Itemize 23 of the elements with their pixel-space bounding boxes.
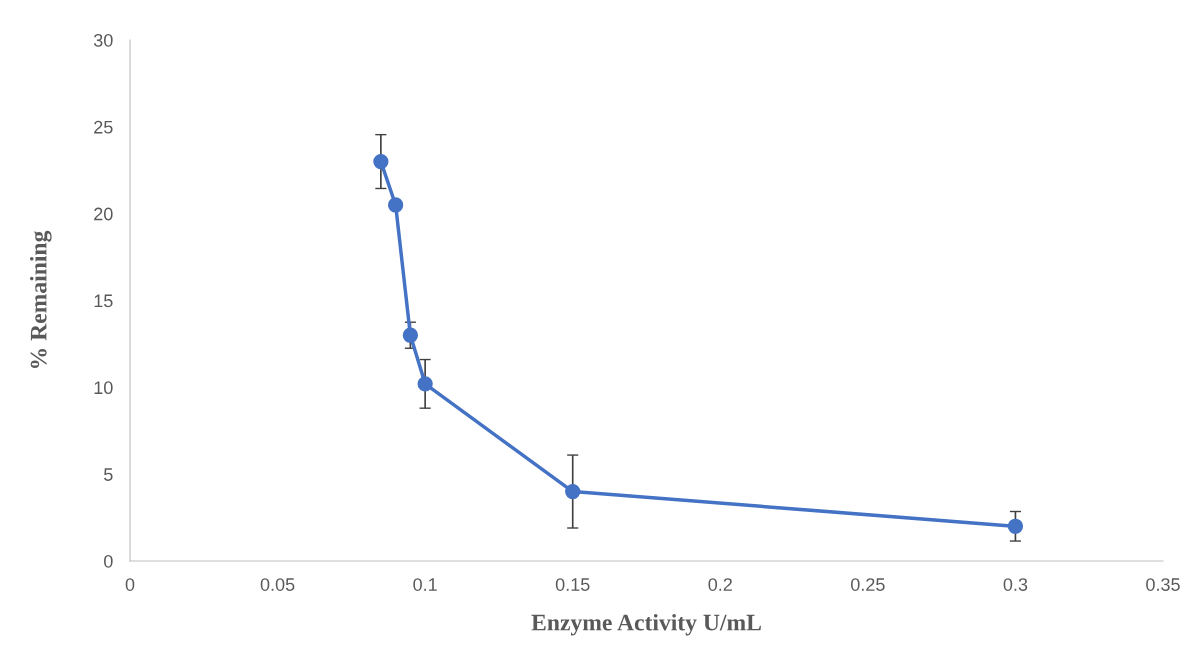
x-tick-label: 0.1: [413, 578, 437, 591]
point: [1007, 518, 1024, 534]
x-axis-title: Enzyme Activity U/mL: [531, 613, 761, 636]
x-tick-label: 0.3: [1003, 578, 1028, 591]
point: [417, 376, 433, 392]
point: [565, 483, 581, 500]
point: [402, 327, 419, 343]
y-tick-label: 0: [104, 554, 113, 568]
y-axis-title: % Remaining: [29, 230, 52, 368]
x-tick-label: 0.05: [260, 578, 295, 591]
y-tick-label: 30: [93, 33, 113, 47]
y-tick-label: 15: [94, 294, 113, 308]
x-tick-label: 0.15: [555, 578, 590, 591]
y-tick-label: 5: [104, 468, 113, 481]
y-tick-label: 10: [94, 381, 113, 395]
x-tick-label: 0.35: [1146, 578, 1180, 591]
y-tick-label: 20: [94, 207, 113, 221]
y-tick-label: 25: [94, 120, 113, 134]
x-tick-label: 0.2: [708, 578, 732, 591]
x-tick-label: 0: [125, 578, 135, 591]
x-tick-label: 0.25: [850, 578, 885, 591]
point: [373, 153, 389, 170]
point: [387, 197, 404, 213]
